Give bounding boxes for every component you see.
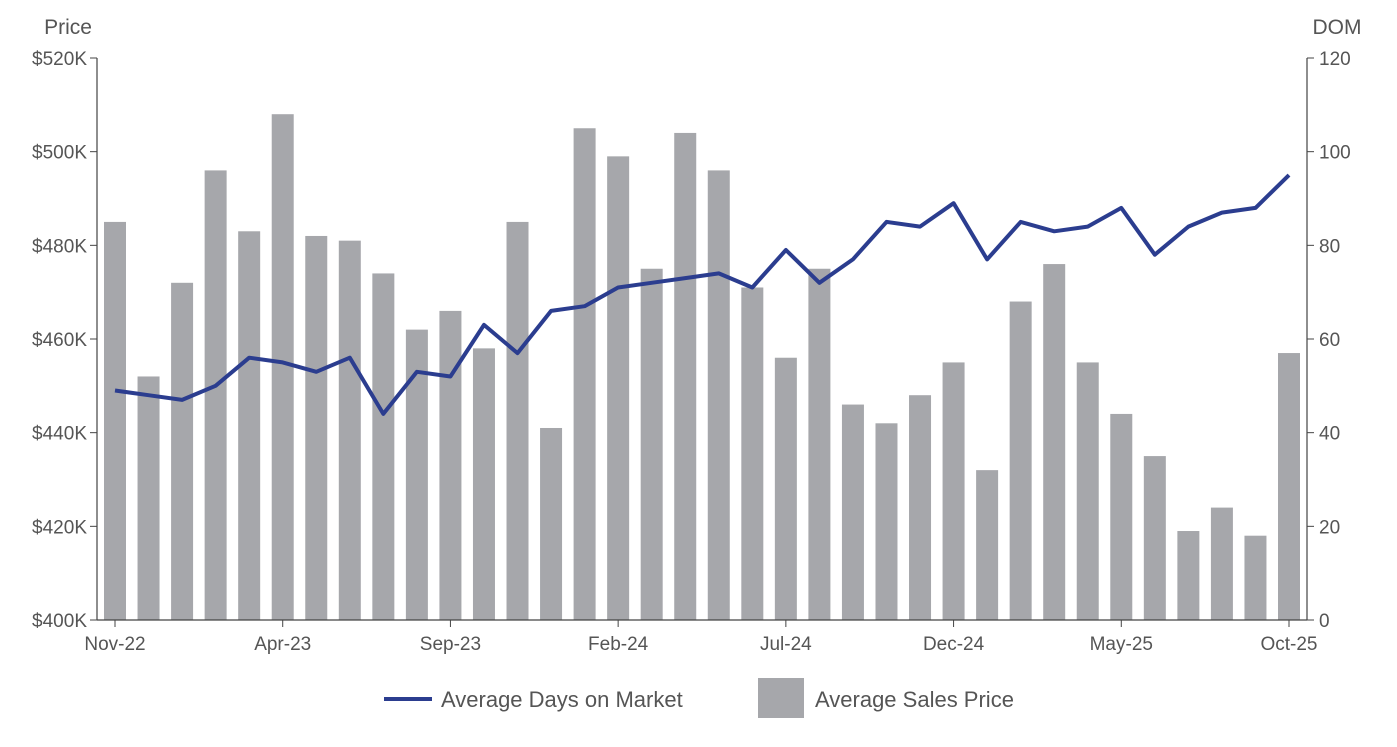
bar-Mar-25 (1043, 264, 1065, 620)
right-axis-title: DOM (1313, 16, 1362, 39)
bar-Sep-25 (1244, 536, 1266, 620)
left-tick-label: $400K (32, 611, 87, 632)
legend-bar-swatch (758, 678, 804, 718)
bar-Dec-24 (943, 362, 965, 620)
bar-Jun-24 (741, 287, 763, 620)
right-tick-label: 20 (1319, 517, 1340, 538)
bar-Jun-25 (1144, 456, 1166, 620)
bars-layer (104, 114, 1300, 620)
x-tick-label: Feb-24 (588, 634, 649, 655)
bar-Nov-24 (909, 395, 931, 620)
bar-Jul-23 (372, 273, 394, 620)
bar-Jan-23 (171, 283, 193, 620)
bar-Sep-24 (842, 405, 864, 620)
left-tick-label: $460K (32, 330, 87, 351)
right-tick-label: 60 (1319, 330, 1340, 351)
bar-Oct-24 (875, 423, 897, 620)
bar-Jan-24 (574, 128, 596, 620)
left-axis-title: Price (44, 16, 92, 39)
x-tick-label: Sep-23 (420, 634, 481, 655)
bar-Jan-25 (976, 470, 998, 620)
right-tick-label: 80 (1319, 236, 1340, 257)
bar-Aug-25 (1211, 508, 1233, 620)
x-tick-label: May-25 (1090, 634, 1153, 655)
bar-Jul-25 (1177, 531, 1199, 620)
bar-Sep-23 (439, 311, 461, 620)
bar-Apr-24 (674, 133, 696, 620)
right-tick-label: 0 (1319, 611, 1330, 632)
bar-Nov-22 (104, 222, 126, 620)
bar-Apr-23 (272, 114, 294, 620)
left-tick-label: $480K (32, 236, 87, 257)
legend-label-dom: Average Days on Market (441, 687, 683, 712)
x-tick-label: Jul-24 (760, 634, 812, 655)
bar-Dec-23 (540, 428, 562, 620)
bar-Oct-25 (1278, 353, 1300, 620)
bar-May-24 (708, 170, 730, 620)
bar-Jun-23 (339, 241, 361, 620)
legend: Average Days on Market Average Sales Pri… (384, 678, 1014, 718)
bar-Oct-23 (473, 348, 495, 620)
bar-Mar-23 (238, 231, 260, 620)
right-tick-label: 40 (1319, 424, 1340, 445)
right-tick-label: 120 (1319, 49, 1351, 70)
x-tick-label: Dec-24 (923, 634, 985, 655)
bar-Jul-24 (775, 358, 797, 620)
bar-Feb-23 (205, 170, 227, 620)
bar-May-23 (305, 236, 327, 620)
bar-Dec-22 (138, 376, 160, 620)
x-tick-label: Apr-23 (254, 634, 311, 655)
bar-Nov-23 (507, 222, 529, 620)
bar-Feb-24 (607, 156, 629, 620)
bar-May-25 (1110, 414, 1132, 620)
bar-Aug-24 (808, 269, 830, 620)
x-tick-label: Nov-22 (84, 634, 145, 655)
left-tick-label: $420K (32, 517, 87, 538)
right-tick-label: 100 (1319, 143, 1351, 164)
left-tick-label: $500K (32, 143, 87, 164)
bar-Apr-25 (1077, 362, 1099, 620)
legend-label-price: Average Sales Price (815, 687, 1014, 712)
bar-Mar-24 (641, 269, 663, 620)
left-tick-label: $440K (32, 424, 87, 445)
left-tick-label: $520K (32, 49, 87, 70)
x-tick-label: Oct-25 (1260, 634, 1317, 655)
bar-Feb-25 (1010, 302, 1032, 620)
